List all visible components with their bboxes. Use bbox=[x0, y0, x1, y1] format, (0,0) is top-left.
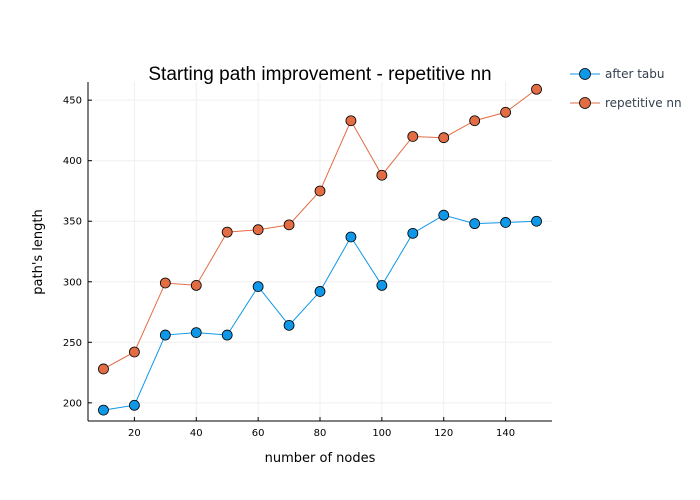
series-repetitive-nn bbox=[98, 83, 542, 375]
data-point-repetitive-nn[interactable] bbox=[407, 131, 419, 142]
data-point-repetitive-nn[interactable] bbox=[252, 224, 264, 236]
x-tick-label: 100 bbox=[372, 428, 391, 439]
data-point-after-tabu[interactable] bbox=[469, 218, 481, 230]
y-tick-label: 300 bbox=[63, 277, 82, 288]
data-point-repetitive-nn[interactable] bbox=[345, 115, 357, 127]
data-point-repetitive-nn[interactable] bbox=[221, 226, 233, 238]
data-point-after-tabu[interactable] bbox=[159, 329, 171, 341]
data-point-after-tabu[interactable] bbox=[252, 281, 264, 293]
legend-item-repetitive-nn[interactable]: repetitive nn bbox=[570, 96, 682, 110]
data-point-after-tabu[interactable] bbox=[314, 286, 326, 297]
y-axis-ticks: 200 250 300 350 400 450 bbox=[63, 96, 92, 409]
data-point-after-tabu[interactable] bbox=[407, 227, 419, 239]
data-point-after-tabu[interactable] bbox=[531, 215, 542, 227]
data-point-after-tabu[interactable] bbox=[98, 404, 109, 416]
data-point-after-tabu[interactable] bbox=[345, 231, 357, 243]
x-tick-label: 20 bbox=[128, 428, 141, 439]
data-point-repetitive-nn[interactable] bbox=[190, 279, 202, 291]
series-after-tabu bbox=[98, 209, 542, 416]
x-tick-label: 120 bbox=[434, 428, 453, 439]
data-point-repetitive-nn[interactable] bbox=[98, 363, 109, 375]
data-point-after-tabu[interactable] bbox=[500, 217, 512, 228]
data-point-after-tabu[interactable] bbox=[283, 319, 295, 331]
legend-label: repetitive nn bbox=[605, 96, 682, 110]
y-tick-label: 200 bbox=[63, 398, 82, 409]
data-point-repetitive-nn[interactable] bbox=[159, 277, 171, 289]
y-tick-label: 350 bbox=[63, 217, 82, 228]
data-point-after-tabu[interactable] bbox=[438, 209, 450, 221]
x-tick-label: 40 bbox=[190, 428, 203, 439]
x-tick-label: 60 bbox=[252, 428, 265, 439]
legend-item-after-tabu[interactable]: after tabu bbox=[570, 67, 664, 81]
data-point-repetitive-nn[interactable] bbox=[128, 346, 140, 358]
data-point-repetitive-nn[interactable] bbox=[283, 219, 295, 231]
x-tick-label: 140 bbox=[496, 428, 515, 439]
legend-label: after tabu bbox=[605, 67, 664, 81]
data-point-repetitive-nn[interactable] bbox=[376, 169, 388, 181]
data-point-after-tabu[interactable] bbox=[190, 327, 202, 339]
data-point-after-tabu[interactable] bbox=[376, 279, 388, 291]
legend-swatch-marker bbox=[579, 68, 591, 80]
x-axis-label: number of nodes bbox=[265, 451, 376, 466]
data-point-repetitive-nn[interactable] bbox=[469, 115, 481, 127]
data-point-repetitive-nn[interactable] bbox=[314, 185, 326, 197]
series-layer bbox=[98, 83, 542, 416]
chart-title: Starting path improvement - repetitive n… bbox=[148, 64, 491, 85]
y-axis-label: path's length bbox=[31, 209, 46, 294]
x-axis-ticks: 20 40 60 80 100 120 140 bbox=[128, 417, 515, 439]
data-point-after-tabu[interactable] bbox=[128, 399, 140, 411]
y-tick-label: 450 bbox=[63, 96, 82, 107]
y-tick-label: 250 bbox=[63, 338, 82, 349]
data-point-after-tabu[interactable] bbox=[221, 329, 233, 341]
data-point-repetitive-nn[interactable] bbox=[500, 106, 512, 118]
legend-swatch-marker bbox=[579, 97, 591, 109]
x-tick-label: 80 bbox=[314, 428, 327, 439]
data-point-repetitive-nn[interactable] bbox=[531, 83, 542, 95]
legend: after tabu repetitive nn bbox=[570, 67, 682, 110]
data-point-repetitive-nn[interactable] bbox=[438, 132, 450, 144]
y-tick-label: 400 bbox=[63, 156, 82, 167]
